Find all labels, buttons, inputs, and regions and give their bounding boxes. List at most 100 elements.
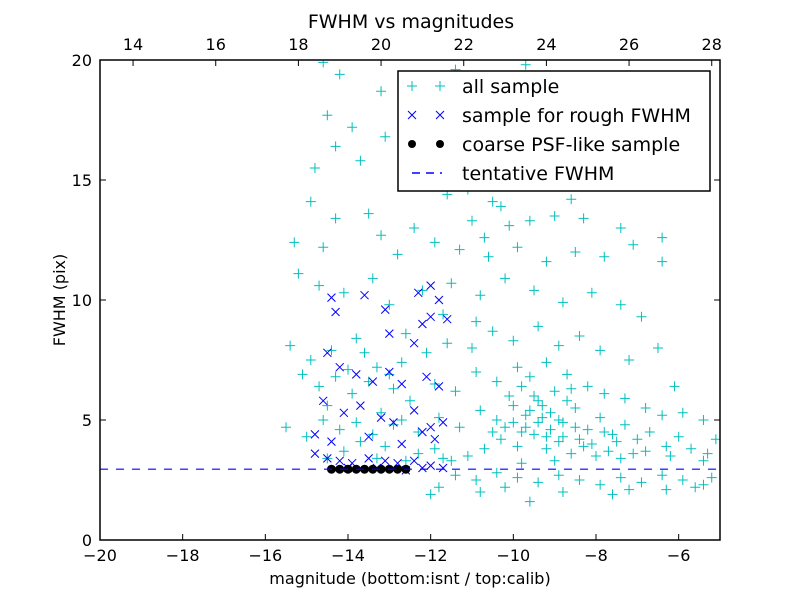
all-sample-point [475,290,486,301]
rough-fwhm-point [426,422,436,432]
all-sample-point [371,453,382,464]
legend-label-all-sample: all sample [462,76,559,98]
all-sample-point [553,470,564,481]
all-sample-point [454,244,465,255]
rough-fwhm-point [442,314,452,324]
all-sample-point [595,345,606,356]
chart-title: FWHM vs magnitudes [308,11,514,33]
all-sample-point [570,247,581,257]
all-sample-point [479,443,490,454]
all-sample-point [516,427,527,437]
rough-fwhm-point [380,456,390,466]
legend-item-rough-fwhm: sample for rough FWHM [407,105,691,127]
all-sample-point [624,484,635,495]
rough-fwhm-point [339,408,349,418]
all-sample-point [330,371,341,382]
all-sample-point [566,383,577,394]
x-tick-label: −18 [166,546,200,565]
all-sample-point [334,69,345,80]
all-sample-point [281,422,291,433]
all-sample-point [355,436,366,447]
all-sample-point [326,345,337,356]
all-sample-point [549,386,560,397]
legend-dot-marker-icon [408,140,416,148]
all-sample-point [657,470,668,481]
all-sample-point [537,412,548,423]
all-sample-point [467,343,477,353]
y-axis-label: FWHM (pix) [50,254,69,347]
all-sample-point [524,215,535,226]
all-sample-point [562,369,573,380]
all-sample-point [409,223,420,233]
all-sample-point [537,400,548,411]
all-sample-point [318,415,329,425]
all-sample-point [698,455,709,466]
all-sample-point [624,355,635,365]
all-sample-point [603,446,614,457]
rough-fwhm-point [430,434,440,444]
all-sample-point [351,417,362,428]
all-sample-point [500,482,511,493]
all-sample-point [293,268,304,279]
rough-fwhm-point [364,454,374,463]
rough-fwhm-point [418,427,427,437]
plot-area [100,60,720,507]
all-sample-point [504,220,515,231]
all-sample-point [574,475,585,485]
all-sample-point [557,487,568,497]
all-sample-point [330,213,341,224]
all-sample-point [471,367,482,377]
all-sample-point [557,417,568,428]
all-sample-point [355,155,366,166]
all-sample-point [450,470,461,481]
all-sample-point [698,479,709,490]
all-sample-point [566,194,577,205]
rough-fwhm-point [426,281,436,290]
all-sample-point [661,484,672,495]
y-tick-label: 10 [72,291,92,310]
all-sample-point [520,422,531,433]
legend-x-marker-icon [407,110,445,120]
rough-fwhm-point [397,379,407,389]
all-sample-point [347,122,358,133]
x-tick-label: −20 [83,546,117,565]
all-sample-point [599,388,610,399]
all-sample-point [657,410,668,421]
all-sample-point [673,431,684,442]
all-sample-point [661,441,672,452]
all-sample-point [491,415,502,425]
all-sample-point [520,60,531,70]
all-sample-point [438,309,449,320]
all-sample-point [314,280,325,291]
all-sample-point [367,273,378,284]
y-tick-label: 20 [72,51,92,70]
psf-like-point [393,464,403,474]
all-sample-point [628,448,639,459]
all-sample-point [686,443,697,454]
all-sample-point [541,256,552,267]
all-sample-point [338,287,349,298]
legend-item-all-sample: all sample [407,76,559,98]
all-sample-point [347,388,358,399]
rough-fwhm-point [368,377,378,386]
legend-item-tentative-fwhm: tentative FWHM [412,163,614,185]
all-sample-point [487,427,498,437]
all-sample-point [359,347,370,358]
all-sample-point [578,441,589,452]
all-sample-point [500,273,511,284]
all-sample-point [446,278,457,289]
top-x-tick-label: 26 [619,35,639,54]
all-sample-point [529,429,539,440]
x-tick-label: −16 [248,546,282,565]
psf-like-point [376,464,386,474]
all-sample-point [405,395,415,406]
x-tick-label: −14 [331,546,365,565]
all-sample-point [380,131,391,142]
all-sample-point [367,429,378,440]
all-sample-point [636,311,647,322]
all-sample-point [619,393,630,404]
rough-fwhm-point [426,312,436,322]
legend-label-psf-like: coarse PSF-like sample [462,134,680,156]
all-sample-point [516,381,527,392]
